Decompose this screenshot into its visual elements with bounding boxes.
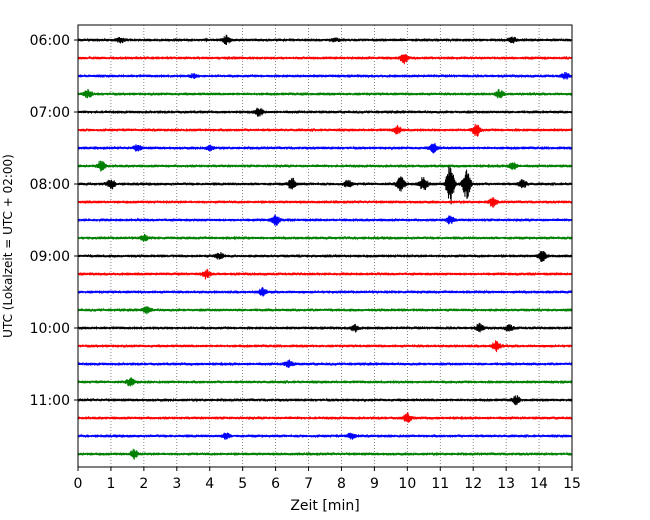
- trace-line: [77, 377, 573, 387]
- trace-line: [77, 250, 573, 262]
- x-tick-label: 4: [205, 476, 214, 492]
- x-tick-label: 15: [563, 476, 581, 492]
- x-tick-label: 12: [464, 476, 482, 492]
- trace-line: [77, 287, 573, 297]
- x-tick-label: 5: [238, 476, 247, 492]
- x-tick-label: 2: [139, 476, 148, 492]
- y-tick-label: 11:00: [30, 393, 70, 409]
- x-tick-label: 3: [172, 476, 181, 492]
- x-tick-label: 1: [106, 476, 115, 492]
- trace-line: [77, 432, 573, 440]
- trace-line: [77, 107, 573, 117]
- trace-line: [77, 123, 573, 137]
- x-tick-label: 11: [431, 476, 449, 492]
- trace-line: [77, 268, 573, 280]
- x-tick-label: 13: [497, 476, 515, 492]
- trace-line: [77, 412, 573, 423]
- trace-layer: [77, 34, 573, 460]
- x-tick-label: 6: [271, 476, 280, 492]
- y-tick-label: 08:00: [30, 177, 70, 193]
- trace-line: [77, 197, 573, 208]
- trace-line: [77, 160, 573, 172]
- x-tick-label: 8: [337, 476, 346, 492]
- trace-line: [77, 359, 573, 368]
- y-tick-label: 10:00: [30, 321, 70, 337]
- trace-line: [77, 89, 573, 99]
- x-tick-label: 14: [530, 476, 548, 492]
- y-tick-label: 09:00: [30, 249, 70, 265]
- y-tick-label: 06:00: [30, 33, 70, 49]
- x-axis-label: Zeit [min]: [290, 498, 359, 514]
- trace-line: [77, 214, 573, 226]
- trace-line: [77, 233, 573, 242]
- trace-line: [77, 340, 573, 353]
- trace-line: [77, 166, 573, 205]
- trace-line: [77, 34, 573, 45]
- y-axis-label: UTC (Lokalzeit = UTC + 02:00): [1, 154, 15, 338]
- trace-line: [77, 448, 573, 460]
- trace-line: [77, 395, 573, 406]
- x-tick-label: 10: [398, 476, 416, 492]
- x-tick-label: 7: [304, 476, 313, 492]
- trace-line: [77, 322, 573, 333]
- x-tick-label: 0: [74, 476, 83, 492]
- y-tick-label: 07:00: [30, 105, 70, 121]
- trace-line: [77, 71, 573, 80]
- x-tick-label: 9: [370, 476, 379, 492]
- trace-line: [77, 306, 573, 315]
- plot-frame: [77, 24, 573, 468]
- axes: 0 1 2 3 4 5 6 7 8 9 10 11 12 13 14 1506:0007:0008:0009:…: [30, 24, 581, 492]
- trace-line: [77, 53, 573, 65]
- trace-line: [77, 143, 573, 154]
